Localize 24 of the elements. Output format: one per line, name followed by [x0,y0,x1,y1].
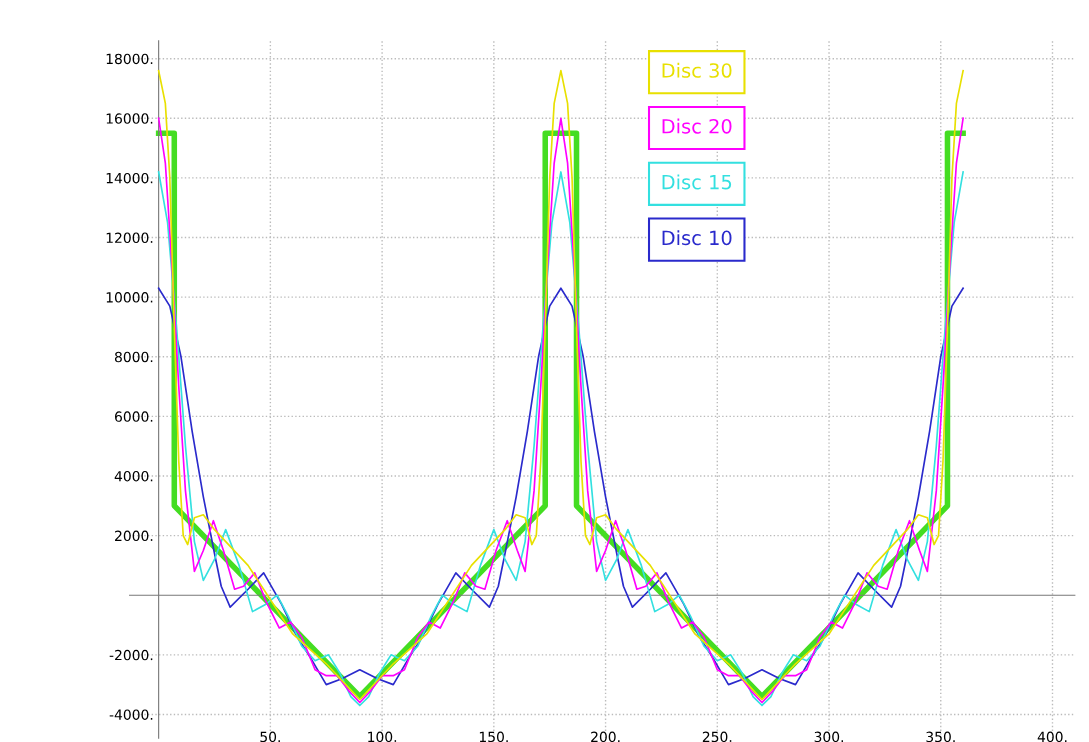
line-series [157,287,964,686]
text: Disc 15 [662,174,732,190]
y-tick-label: 16000. [106,113,153,124]
y-tick-label: 4000. [114,470,153,482]
x-tick-label: 350. [926,731,955,742]
text: Disc 20 [662,118,732,134]
y-tick-label: 10000. [106,292,153,303]
text: Disc 10 [662,230,732,246]
y-tick-label: 12000. [106,232,153,244]
y-tick-label: 14000. [106,172,153,184]
x-tick-label: 250. [702,731,732,742]
text: Disc 30 [662,62,732,78]
y-tick-label: 2000. [115,530,153,542]
y-tick-label: 6000. [114,411,153,422]
x-tick-label: 200. [591,731,620,742]
y-tick-label: -4000. [109,709,153,720]
x-tick-label: 400. [1037,731,1067,742]
x-tick-label: 150. [479,731,508,742]
y-tick-label: 18000. [106,53,153,65]
x-tick-label: 50. [260,731,280,742]
x-tick-label: 300. [814,731,843,742]
x-tick-label: 100. [368,731,397,742]
y-tick-label: 8000. [114,351,153,363]
y-tick-label: -2000. [109,649,153,661]
